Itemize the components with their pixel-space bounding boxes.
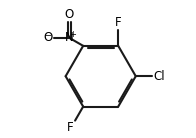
Text: +: + [70, 30, 76, 39]
Text: N: N [65, 31, 74, 44]
Text: O: O [43, 31, 53, 44]
Text: Cl: Cl [153, 70, 165, 83]
Text: −: − [44, 31, 51, 40]
Text: O: O [64, 8, 74, 21]
Text: F: F [67, 121, 74, 134]
Text: F: F [115, 16, 122, 29]
